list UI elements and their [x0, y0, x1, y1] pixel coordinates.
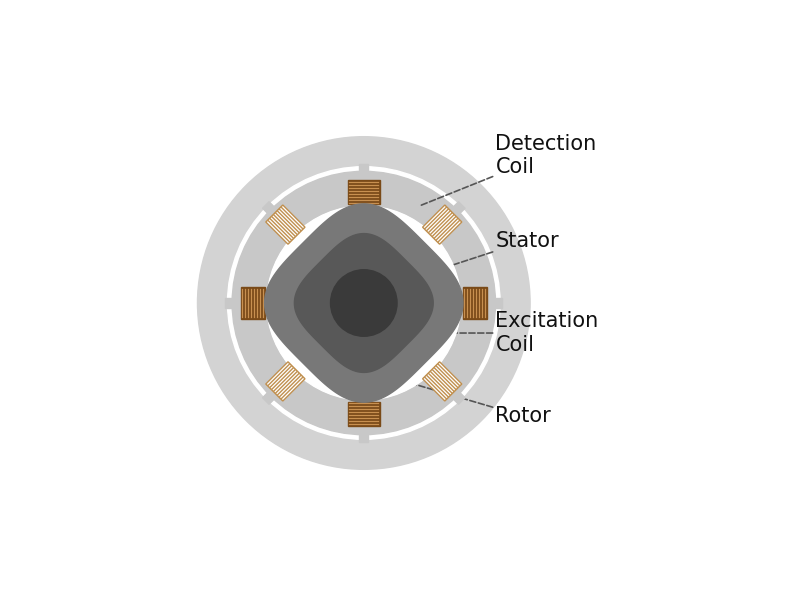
Polygon shape: [262, 371, 295, 404]
Circle shape: [266, 206, 461, 400]
Polygon shape: [354, 185, 373, 208]
Polygon shape: [266, 205, 305, 244]
Polygon shape: [294, 233, 434, 373]
Polygon shape: [348, 402, 379, 426]
Polygon shape: [354, 398, 373, 421]
Polygon shape: [226, 298, 262, 308]
Polygon shape: [246, 294, 269, 312]
Text: Rotor: Rotor: [406, 382, 551, 426]
Polygon shape: [466, 298, 502, 308]
Polygon shape: [265, 204, 463, 402]
Polygon shape: [274, 364, 303, 393]
Circle shape: [227, 167, 500, 439]
Circle shape: [267, 206, 460, 400]
Polygon shape: [422, 205, 462, 244]
Polygon shape: [359, 164, 369, 202]
Text: Excitation
Coil: Excitation Coil: [451, 311, 598, 355]
Text: Detection
Coil: Detection Coil: [419, 134, 597, 206]
Polygon shape: [433, 202, 465, 235]
Polygon shape: [433, 371, 465, 404]
Polygon shape: [462, 287, 486, 319]
Circle shape: [198, 137, 530, 469]
Polygon shape: [348, 180, 379, 204]
Polygon shape: [458, 294, 482, 312]
Circle shape: [330, 270, 397, 336]
Polygon shape: [422, 362, 462, 401]
Polygon shape: [262, 202, 295, 235]
Circle shape: [232, 172, 495, 434]
Text: Stator: Stator: [435, 230, 559, 271]
Polygon shape: [359, 404, 369, 442]
Polygon shape: [424, 364, 454, 393]
Polygon shape: [424, 213, 454, 242]
Polygon shape: [266, 362, 305, 401]
Polygon shape: [241, 287, 265, 319]
Polygon shape: [274, 213, 303, 242]
